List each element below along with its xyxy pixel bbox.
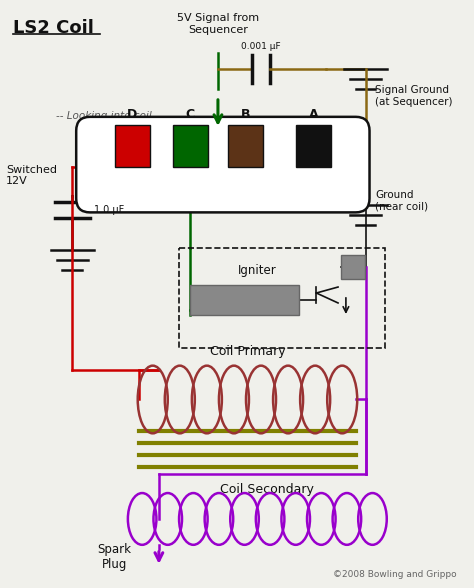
FancyBboxPatch shape: [76, 117, 370, 212]
Bar: [296, 125, 331, 166]
Text: 0.001 μF: 0.001 μF: [241, 42, 281, 51]
Text: Spark
Plug: Spark Plug: [98, 543, 132, 571]
Text: 5V Signal from
Sequencer: 5V Signal from Sequencer: [177, 14, 259, 35]
Text: Ground
(near coil): Ground (near coil): [375, 190, 428, 211]
Text: B: B: [241, 108, 250, 121]
Text: 1.0 μF: 1.0 μF: [94, 205, 124, 215]
Text: -- Looking into coil --: -- Looking into coil --: [55, 111, 162, 121]
Text: D: D: [127, 108, 137, 121]
Text: Signal Ground
(at Sequencer): Signal Ground (at Sequencer): [375, 85, 453, 107]
Text: Coil Secondary: Coil Secondary: [220, 483, 314, 496]
Bar: [341, 255, 365, 279]
Text: ©2008 Bowling and Grippo: ©2008 Bowling and Grippo: [333, 570, 456, 579]
Bar: [228, 125, 263, 166]
Text: Igniter: Igniter: [238, 264, 277, 277]
Bar: [173, 125, 208, 166]
Text: C: C: [186, 108, 195, 121]
Text: A: A: [309, 108, 318, 121]
Text: Coil Primary: Coil Primary: [210, 345, 285, 358]
Bar: [179, 248, 385, 348]
Text: Switched
12V: Switched 12V: [6, 165, 57, 186]
Bar: [191, 285, 299, 315]
Text: LS2 Coil: LS2 Coil: [13, 19, 94, 37]
Bar: [115, 125, 150, 166]
